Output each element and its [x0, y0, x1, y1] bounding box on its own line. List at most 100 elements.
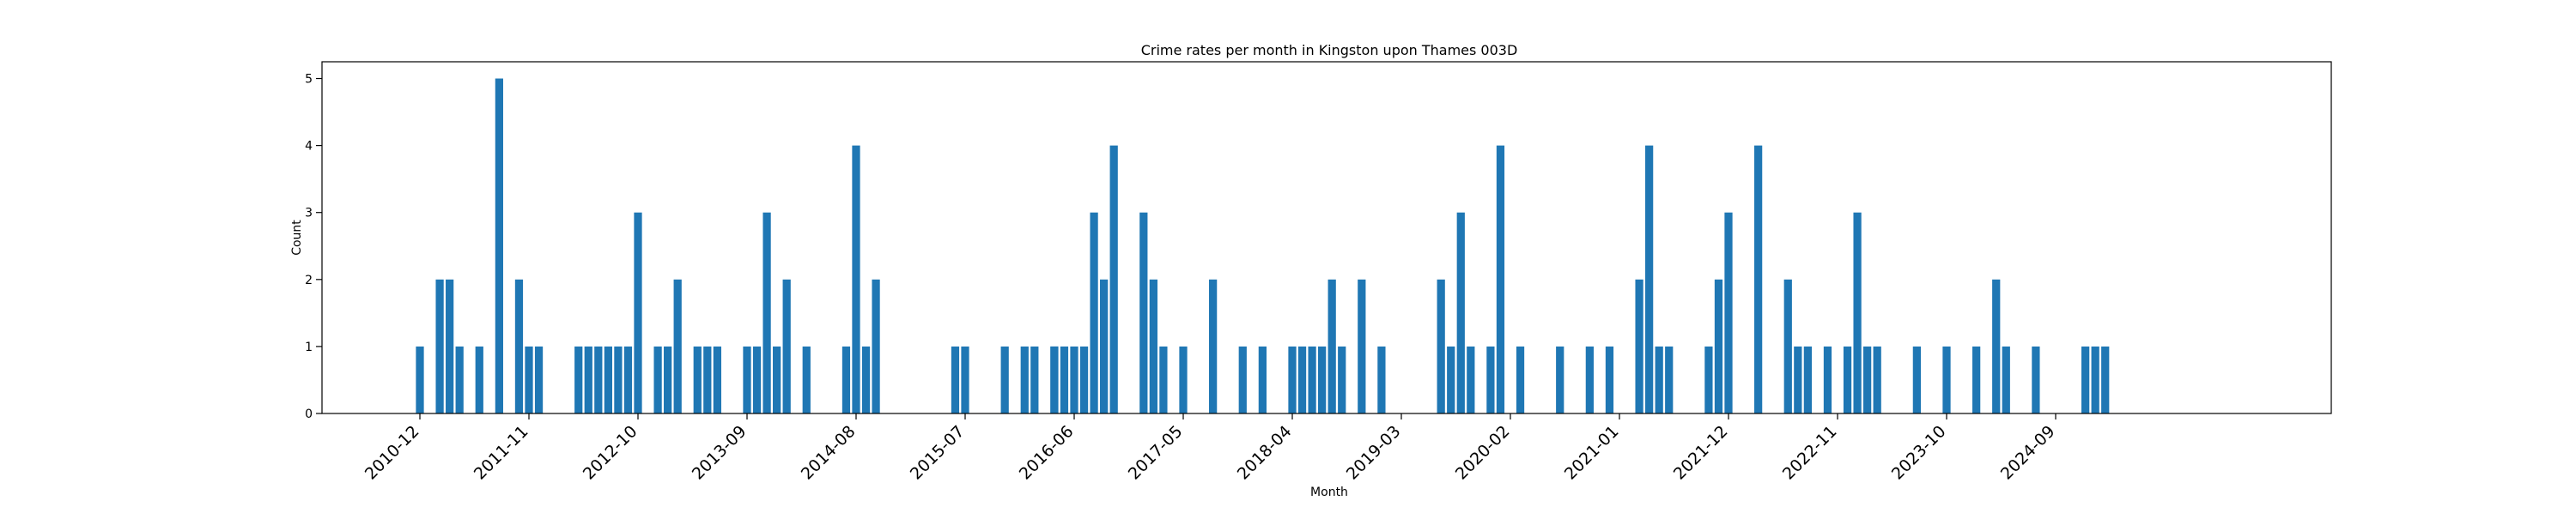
y-tick-label: 2: [305, 274, 313, 287]
bar: [1853, 212, 1862, 413]
bar: [1754, 145, 1763, 413]
bar: [1377, 346, 1386, 413]
bar: [852, 145, 860, 413]
bar: [1149, 279, 1157, 413]
bar: [1912, 346, 1921, 413]
bar: [951, 346, 960, 413]
bar: [1209, 279, 1218, 413]
bar: [961, 346, 969, 413]
bar: [495, 78, 503, 414]
x-tick-label: 2023-10: [1888, 422, 1950, 484]
y-axis: 0 1 2 3 4 5: [305, 73, 322, 421]
bar: [1288, 346, 1297, 413]
bar: [1258, 346, 1267, 413]
plot-frame: [321, 61, 2332, 414]
bar: [1030, 346, 1039, 413]
bar: [1942, 346, 1951, 413]
bar: [416, 346, 424, 413]
bar: [584, 346, 592, 413]
bar: [1585, 346, 1594, 413]
bar: [1843, 346, 1852, 413]
bar: [773, 346, 781, 413]
bar: [1823, 346, 1832, 413]
bar: [1318, 346, 1327, 413]
bar: [574, 346, 583, 413]
bar: [762, 212, 771, 413]
x-axis: 2010-12 2011-11 2012-10 2013-09 2014-08 2015-…: [361, 413, 2059, 484]
bar: [1496, 145, 1505, 413]
bar: [1972, 346, 1981, 413]
x-axis-label: Month: [1310, 486, 1348, 499]
y-tick-label: 1: [305, 341, 313, 354]
bar: [1467, 346, 1475, 413]
bar: [534, 346, 544, 413]
bar: [1000, 346, 1009, 413]
bar: [514, 279, 524, 413]
bar: [1456, 212, 1465, 413]
bar: [1486, 346, 1495, 413]
bar: [802, 346, 811, 413]
bar: [1556, 346, 1564, 413]
bar: [1020, 346, 1029, 413]
bar: [713, 346, 721, 413]
chart-title: Crime rates per month in Kingston upon T…: [1141, 42, 1518, 58]
x-tick-label: 2018-04: [1234, 422, 1296, 484]
bar: [594, 346, 603, 413]
bar: [1109, 145, 1118, 413]
x-tick-label: 2014-08: [798, 422, 860, 484]
bar: [455, 346, 464, 413]
y-axis-label: Count: [290, 220, 304, 256]
x-tick-label: 2012-10: [580, 422, 641, 484]
bar: [1635, 279, 1643, 413]
bar: [1655, 346, 1663, 413]
x-tick-label: 2021-12: [1670, 422, 1732, 484]
x-tick-label: 2020-02: [1452, 422, 1514, 484]
bar: [1794, 346, 1802, 413]
bar: [634, 212, 642, 413]
bar: [1704, 346, 1713, 413]
bar: [1139, 212, 1148, 413]
bar: [1714, 279, 1723, 413]
bar: [614, 346, 623, 413]
bar: [1070, 346, 1078, 413]
bar: [2081, 346, 2090, 413]
x-tick-label: 2015-07: [907, 422, 969, 484]
bar: [1992, 279, 2001, 413]
bars-layer: [416, 78, 2110, 414]
bar: [1060, 346, 1069, 413]
bar: [446, 279, 454, 413]
y-tick-label: 3: [305, 207, 313, 220]
bar: [1803, 346, 1812, 413]
x-tick-label: 2022-11: [1779, 422, 1841, 484]
bar: [1308, 346, 1316, 413]
bar: [693, 346, 702, 413]
bar: [1159, 346, 1168, 413]
bar: [673, 279, 682, 413]
bar: [1516, 346, 1525, 413]
bar: [1447, 346, 1455, 413]
bar: [1665, 346, 1674, 413]
x-tick-label: 2013-09: [689, 422, 750, 484]
bar: [861, 346, 871, 413]
bar: [841, 346, 851, 413]
bar: [1358, 279, 1366, 413]
y-tick-label: 0: [305, 407, 313, 421]
bar: [1863, 346, 1872, 413]
x-tick-label: 2024-09: [1997, 422, 2059, 484]
bar: [1605, 346, 1614, 413]
bar: [1238, 346, 1247, 413]
x-tick-label: 2019-03: [1343, 422, 1405, 484]
x-tick-label: 2010-12: [361, 422, 423, 484]
x-tick-label: 2017-05: [1125, 422, 1187, 484]
bar: [1783, 279, 1792, 413]
bar: [1079, 346, 1089, 413]
bar: [2091, 346, 2099, 413]
bar: [435, 279, 444, 413]
bar: [1724, 212, 1733, 413]
bar: [525, 346, 533, 413]
bar: [1645, 145, 1654, 413]
bar: [1437, 279, 1445, 413]
bar: [782, 279, 791, 413]
